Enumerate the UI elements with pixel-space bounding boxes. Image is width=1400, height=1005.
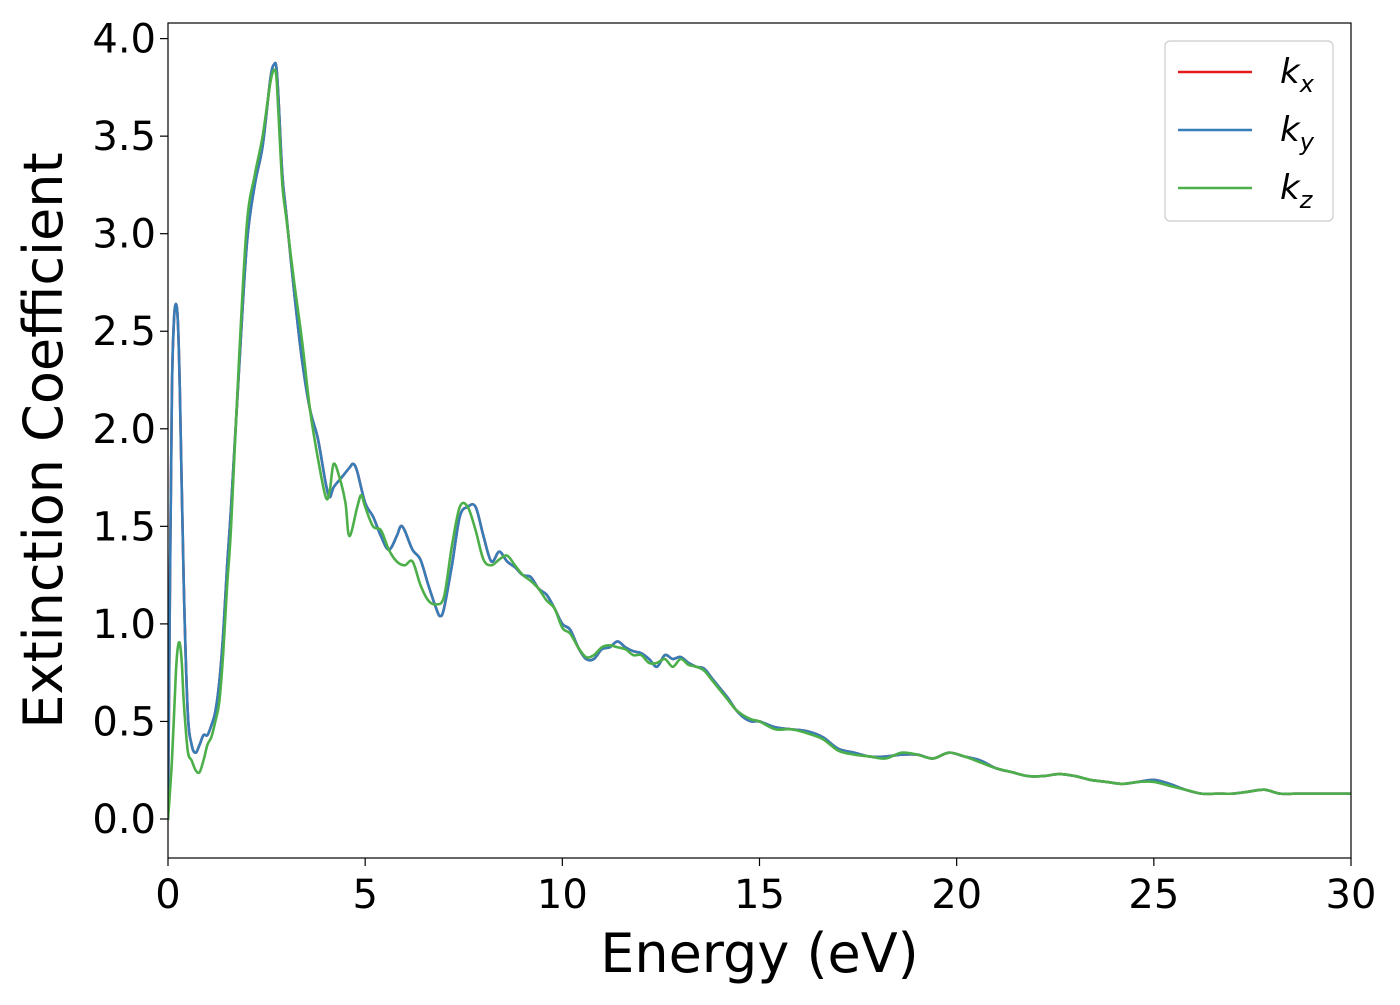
y-tick-label: 3.5 [92,114,156,160]
y-tick-label: 0.0 [92,797,156,843]
series-line-kz [168,68,1351,821]
x-tick-label: 15 [734,872,785,918]
x-tick-label: 20 [931,872,982,918]
y-tick-label: 2.5 [92,309,156,355]
x-tick-label: 5 [352,872,377,918]
y-tick-label: 1.0 [92,602,156,648]
x-axis-title: Energy (eV) [600,922,919,985]
x-tick-label: 25 [1128,872,1179,918]
axis-ticks: 0 5 10 15 20 25 30 0.0 0.5 1.0 1.5 2.0 2.5 3.0 3.5 4.0 [92,17,1376,918]
x-tick-label: 30 [1326,872,1377,918]
x-tick-label: 0 [155,872,180,918]
legend-label-ky: ky [1280,110,1315,156]
series-lines [168,61,1351,821]
y-axis-title: Extinction Coefficient [12,152,75,728]
x-tick-label: 10 [537,872,588,918]
y-tick-label: 2.0 [92,407,156,453]
y-tick-label: 0.5 [92,699,156,745]
y-tick-label: 4.0 [92,17,156,63]
y-tick-label: 1.5 [92,504,156,550]
y-tick-label: 3.0 [92,212,156,258]
